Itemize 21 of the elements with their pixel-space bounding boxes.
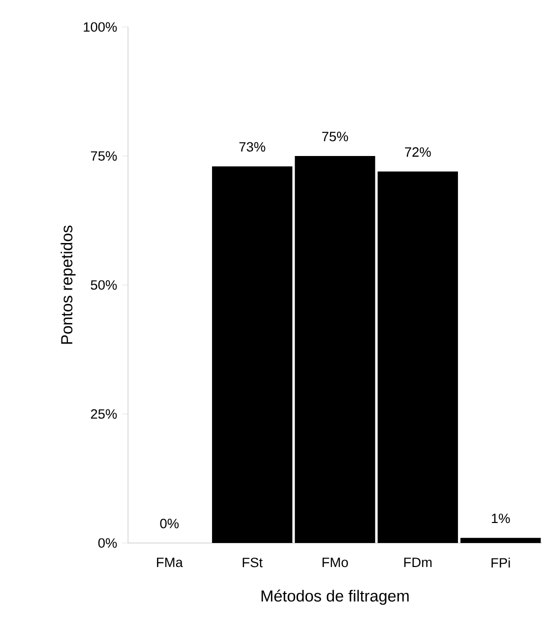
y-tick-label: 100% [84,22,117,32]
data-label: 72% [404,147,431,157]
y-axis-title: Pontos repetidos [60,226,76,344]
bar [460,538,541,543]
bar [294,156,375,543]
x-tick-label: FSt [242,558,262,568]
bar [212,166,292,543]
bar [377,171,458,543]
data-label: 1% [492,514,510,524]
data-label: 75% [322,132,348,142]
x-tick-label: FDm [404,558,432,567]
x-axis-title: Métodos de filtragem [261,590,408,605]
x-tick-label: FPi [491,558,510,568]
y-tick-label: 75% [90,151,117,161]
x-tick-label: FMo [322,558,348,568]
y-tick-label: 25% [90,409,117,419]
data-label: 73% [239,142,265,152]
data-label: 0% [160,518,178,528]
y-tick-label: 0% [98,538,117,548]
x-tick-label: FMa [156,558,183,568]
y-tick-label: 50% [90,280,117,290]
